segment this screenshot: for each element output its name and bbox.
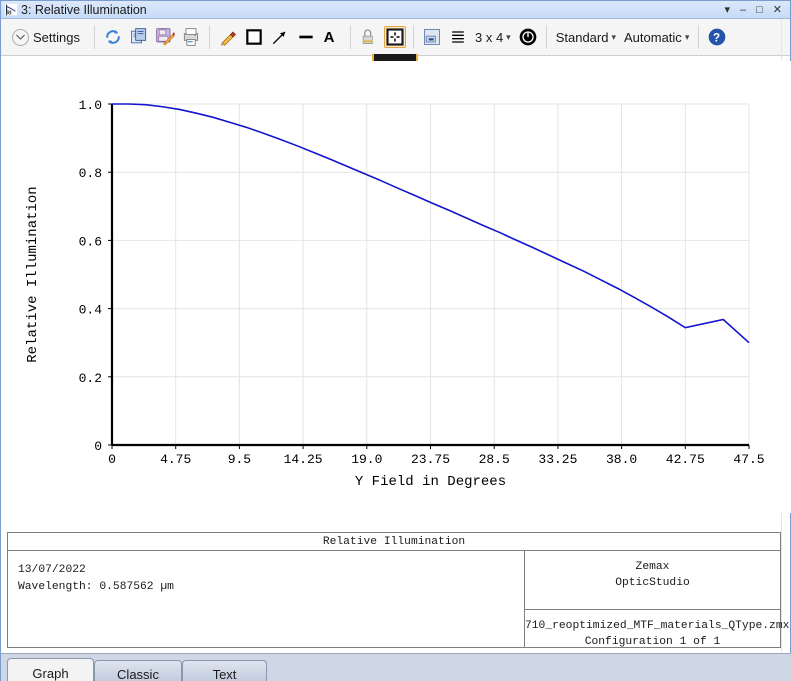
- svg-text:28.5: 28.5: [479, 452, 510, 467]
- svg-text:4.75: 4.75: [160, 452, 191, 467]
- svg-text:9.5: 9.5: [228, 452, 251, 467]
- svg-text:0.2: 0.2: [79, 371, 102, 386]
- svg-text:Relative Illumination: Relative Illumination: [25, 186, 41, 362]
- svg-text:19.0: 19.0: [351, 452, 382, 467]
- svg-text:42.75: 42.75: [666, 452, 705, 467]
- svg-text:0.6: 0.6: [79, 234, 102, 249]
- svg-text:14.25: 14.25: [284, 452, 323, 467]
- svg-text:Y Field in Degrees: Y Field in Degrees: [355, 474, 506, 490]
- svg-text:1.0: 1.0: [79, 98, 102, 113]
- svg-text:0: 0: [94, 439, 102, 454]
- svg-text:47.5: 47.5: [733, 452, 764, 467]
- svg-text:0.8: 0.8: [79, 166, 102, 181]
- svg-text:38.0: 38.0: [606, 452, 637, 467]
- svg-text:?: ?: [713, 32, 720, 45]
- svg-text:A: A: [324, 29, 335, 46]
- svg-text:RI: RI: [6, 10, 12, 16]
- svg-text:23.75: 23.75: [411, 452, 450, 467]
- svg-text:0: 0: [108, 452, 116, 467]
- svg-text:0.4: 0.4: [79, 303, 103, 318]
- svg-text:33.25: 33.25: [538, 452, 577, 467]
